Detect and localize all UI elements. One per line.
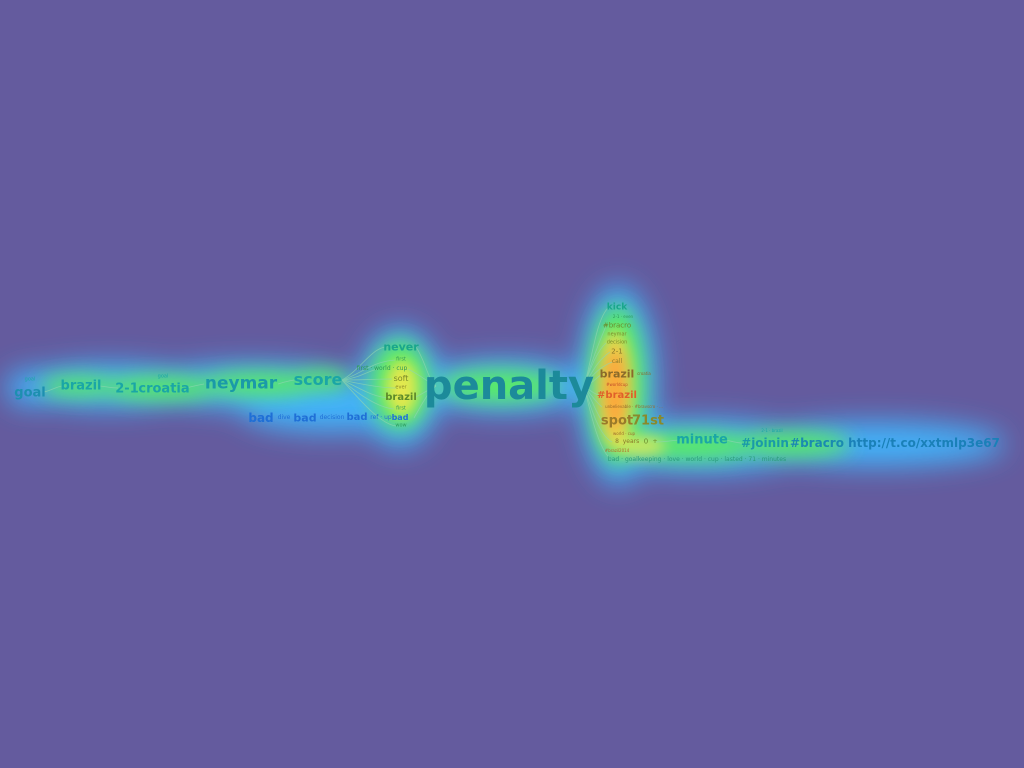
word-bad-1: bad <box>248 411 274 425</box>
word-71st: 71st <box>631 413 665 429</box>
word-years: years <box>622 438 640 445</box>
word-dive: dive <box>277 414 291 421</box>
word-plus: + <box>652 438 658 445</box>
word-minute: minute <box>676 432 728 448</box>
word-ref-up: ref · up <box>370 414 392 421</box>
word-brazil-center: brazil <box>385 392 417 403</box>
word-brazil-tag: #brazil <box>597 390 637 401</box>
word-never: never <box>383 340 419 354</box>
word-decision-small: decision <box>606 339 628 346</box>
word-soft: soft <box>393 374 409 383</box>
word-penalty-root: penalty <box>423 363 595 409</box>
word-croatia: croatia <box>138 381 190 397</box>
word-2-1-small: 2-1 · even <box>612 314 634 319</box>
word-neymar-small: neymar <box>607 331 627 338</box>
word-decision: decision <box>319 414 345 421</box>
word-kick: kick <box>606 302 628 313</box>
word-goal-mid: goal <box>157 373 169 380</box>
word-score: score <box>293 370 343 389</box>
word-2-1-right: 2-1 <box>611 347 623 356</box>
word-bracro-tag: #bracro <box>602 321 632 330</box>
word-world-cup-small: world · cup <box>612 431 636 436</box>
word-goal: goal <box>14 385 46 401</box>
word-2-1-brazil: 2-1 · brazil <box>761 428 783 433</box>
word-first-world-cup: first · world · cup <box>356 365 408 372</box>
word-first-b: first <box>396 405 406 412</box>
word-spot: spot <box>600 413 634 429</box>
word-2-1: 2-1 <box>115 381 139 397</box>
word-ever: ever <box>395 384 407 391</box>
word-call: call <box>611 358 623 365</box>
word-brazil-left: brazil <box>60 378 102 394</box>
word-goal-small: goal <box>24 376 36 383</box>
word-neymar: neymar <box>204 373 278 394</box>
word-bad-3: bad <box>346 412 368 423</box>
word-0: 0 <box>643 437 649 446</box>
word-bracro: #bracro <box>790 436 844 450</box>
word-bad-4: bad <box>391 413 409 422</box>
word-first-a: first <box>396 356 406 363</box>
word-joinin: #joinin <box>741 436 789 450</box>
word-8: 8 <box>615 438 619 445</box>
word-unbelievable: unbelievable · #bravscro · ... <box>605 404 663 409</box>
word-croatia-small: croatia <box>637 371 651 376</box>
word-brazil2014: #brazil2014 <box>604 448 630 453</box>
word-worldcup-small: #worldcup <box>606 382 628 387</box>
word-brazil-right: brazil <box>599 367 635 381</box>
word-url: http://t.co/xxtmlp3e67 <box>848 436 1000 450</box>
word-bad-goalkeeping-chain: bad · goalkeeping · love · world · cup ·… <box>607 456 787 463</box>
word-bad-2: bad <box>293 411 317 425</box>
word-wow: wow <box>395 422 407 429</box>
